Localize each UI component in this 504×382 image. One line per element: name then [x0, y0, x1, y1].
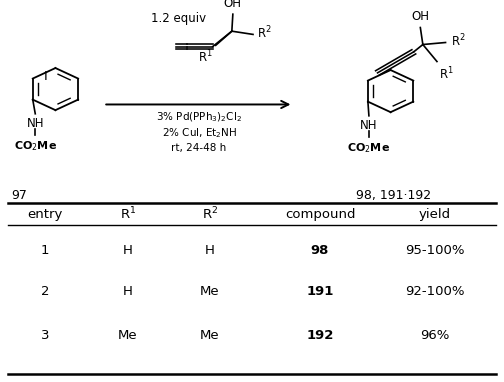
Text: 2: 2 — [41, 285, 49, 298]
Text: Me: Me — [200, 285, 220, 298]
Text: NH: NH — [27, 117, 44, 130]
Text: yield: yield — [419, 208, 451, 221]
Text: Me: Me — [118, 329, 138, 342]
Text: 1.2 equiv: 1.2 equiv — [151, 12, 207, 25]
Text: H: H — [123, 244, 133, 257]
Text: 192: 192 — [306, 329, 334, 342]
Text: 95-100%: 95-100% — [405, 244, 465, 257]
Text: R$^2$: R$^2$ — [451, 33, 465, 50]
Text: 3: 3 — [41, 329, 49, 342]
Text: H: H — [123, 285, 133, 298]
Text: 98: 98 — [311, 244, 329, 257]
Text: 1: 1 — [41, 244, 49, 257]
FancyArrowPatch shape — [106, 101, 288, 108]
Text: 191: 191 — [306, 285, 334, 298]
Text: R$^2$: R$^2$ — [202, 206, 218, 223]
Text: I: I — [44, 70, 47, 83]
Text: NH: NH — [360, 120, 377, 133]
Text: R$^1$: R$^1$ — [439, 66, 454, 82]
Text: rt, 24-48 h: rt, 24-48 h — [171, 143, 227, 153]
Text: H: H — [205, 244, 215, 257]
Text: 96%: 96% — [420, 329, 450, 342]
Text: R$^1$: R$^1$ — [120, 206, 136, 223]
Text: Me: Me — [200, 329, 220, 342]
Text: R$^1$: R$^1$ — [198, 49, 213, 66]
Text: compound: compound — [285, 208, 355, 221]
Text: CO$_2$Me: CO$_2$Me — [14, 139, 57, 153]
Text: R$^2$: R$^2$ — [257, 25, 272, 42]
Text: OH: OH — [411, 10, 429, 23]
Text: entry: entry — [27, 208, 62, 221]
Text: OH: OH — [224, 0, 242, 10]
Text: 98, 191·192: 98, 191·192 — [355, 189, 431, 202]
Text: CO$_2$Me: CO$_2$Me — [347, 141, 391, 155]
Text: 92-100%: 92-100% — [405, 285, 465, 298]
Text: 3% Pd(PPh$_3$)$_2$Cl$_2$: 3% Pd(PPh$_3$)$_2$Cl$_2$ — [156, 111, 242, 124]
Text: 97: 97 — [11, 189, 27, 202]
Text: 2% CuI, Et$_2$NH: 2% CuI, Et$_2$NH — [162, 126, 236, 140]
